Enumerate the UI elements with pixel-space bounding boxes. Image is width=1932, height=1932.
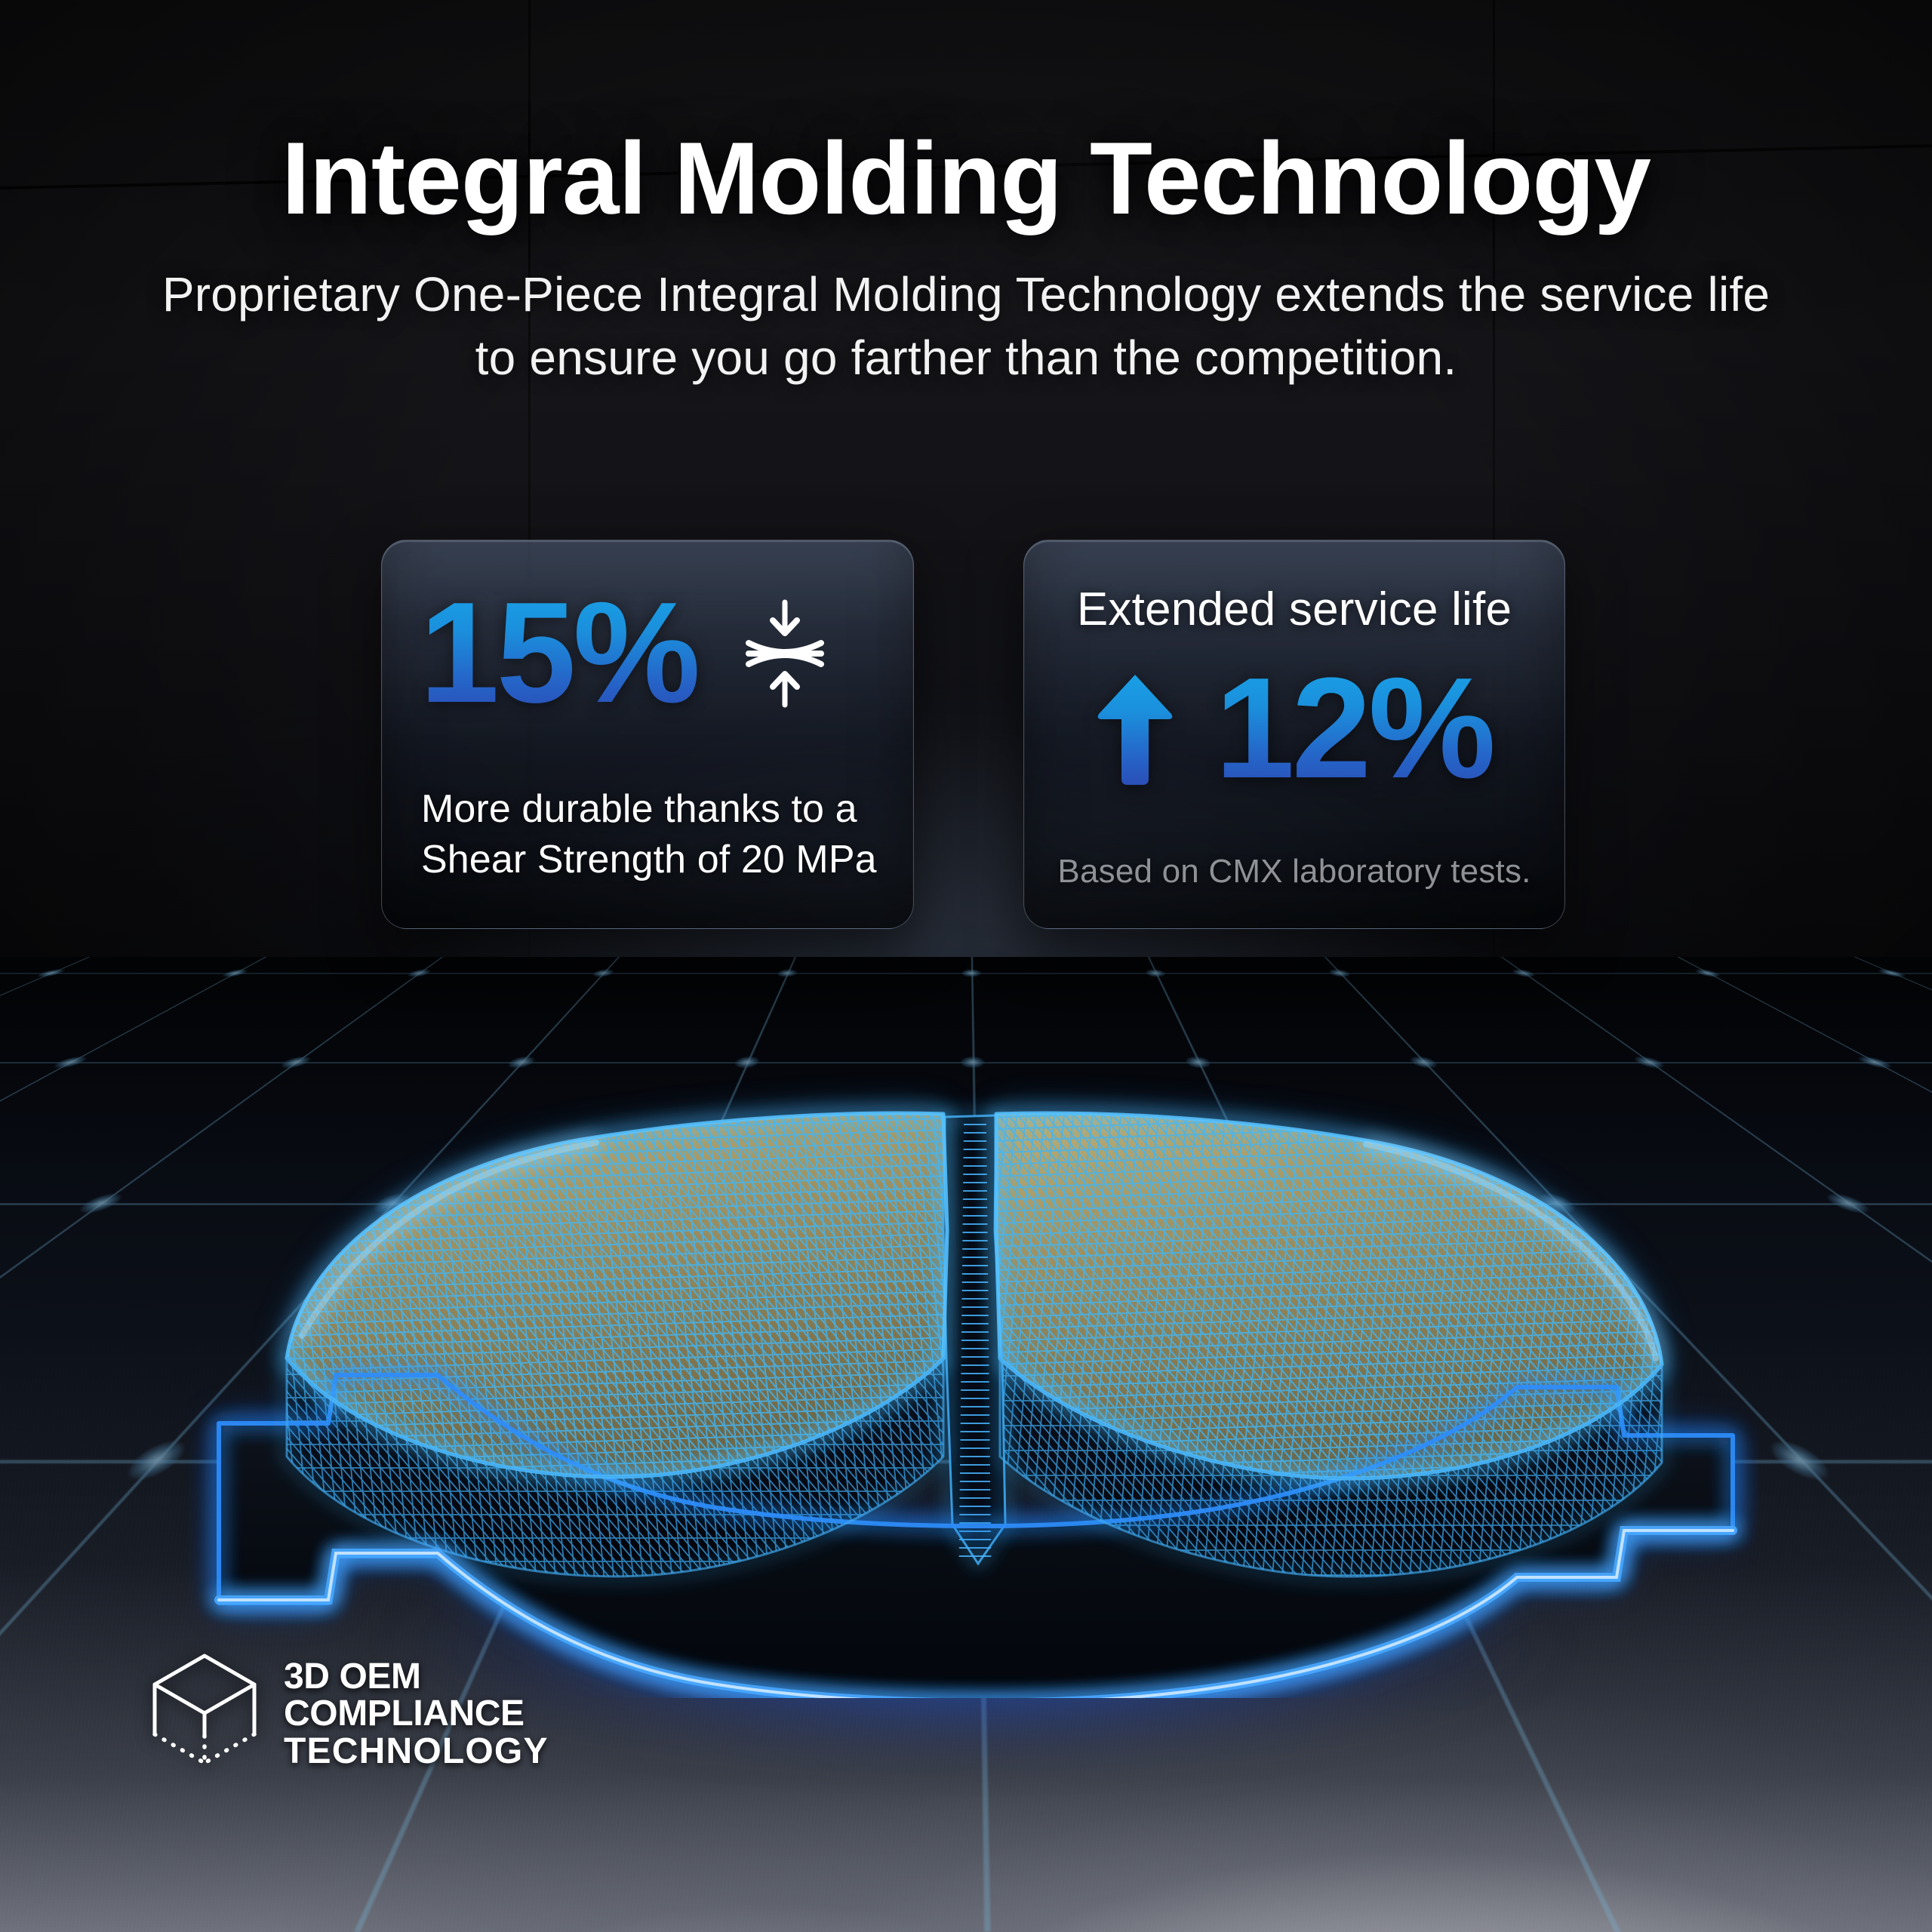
stat-card-service-life[interactable]: Extended service life 12% Based on <box>1023 540 1565 929</box>
logo-wordmark: 3D OEM COMPLIANCE TECHNOLOGY <box>284 1656 549 1771</box>
wireframe-cube-icon <box>152 1654 257 1768</box>
logo-line-2: COMPLIANCE <box>284 1694 525 1734</box>
durability-value: 15% <box>420 573 700 733</box>
service-life-stat-row: 12% <box>1024 648 1564 808</box>
durability-caption: More durable thanks to a Shear Strength … <box>421 786 877 882</box>
brake-pad-wireframe <box>214 1111 1737 1698</box>
compression-icon <box>746 599 825 708</box>
wall-vignette <box>0 0 1932 996</box>
up-arrow-icon <box>1097 674 1173 785</box>
service-life-value: 12% <box>1214 648 1496 808</box>
logo-line-1: 3D OEM <box>284 1656 421 1697</box>
page-title: Integral Molding Technology <box>281 121 1651 235</box>
service-life-footnote: Based on CMX laboratory tests. <box>1057 853 1531 890</box>
durability-stat-row: 15% <box>420 573 830 733</box>
logo-line-3: TECHNOLOGY <box>284 1730 549 1771</box>
page-subtitle: Proprietary One-Piece Integral Molding T… <box>162 267 1770 386</box>
logo-3d-oem-compliance: 3D OEM COMPLIANCE TECHNOLOGY <box>148 1651 549 1777</box>
stat-card-durability[interactable]: 15% <box>381 540 914 929</box>
service-life-heading: Extended service life <box>1076 583 1512 635</box>
header: Integral Molding Technology Proprietary … <box>0 0 1932 390</box>
brake-pad-render <box>143 1004 1804 1849</box>
